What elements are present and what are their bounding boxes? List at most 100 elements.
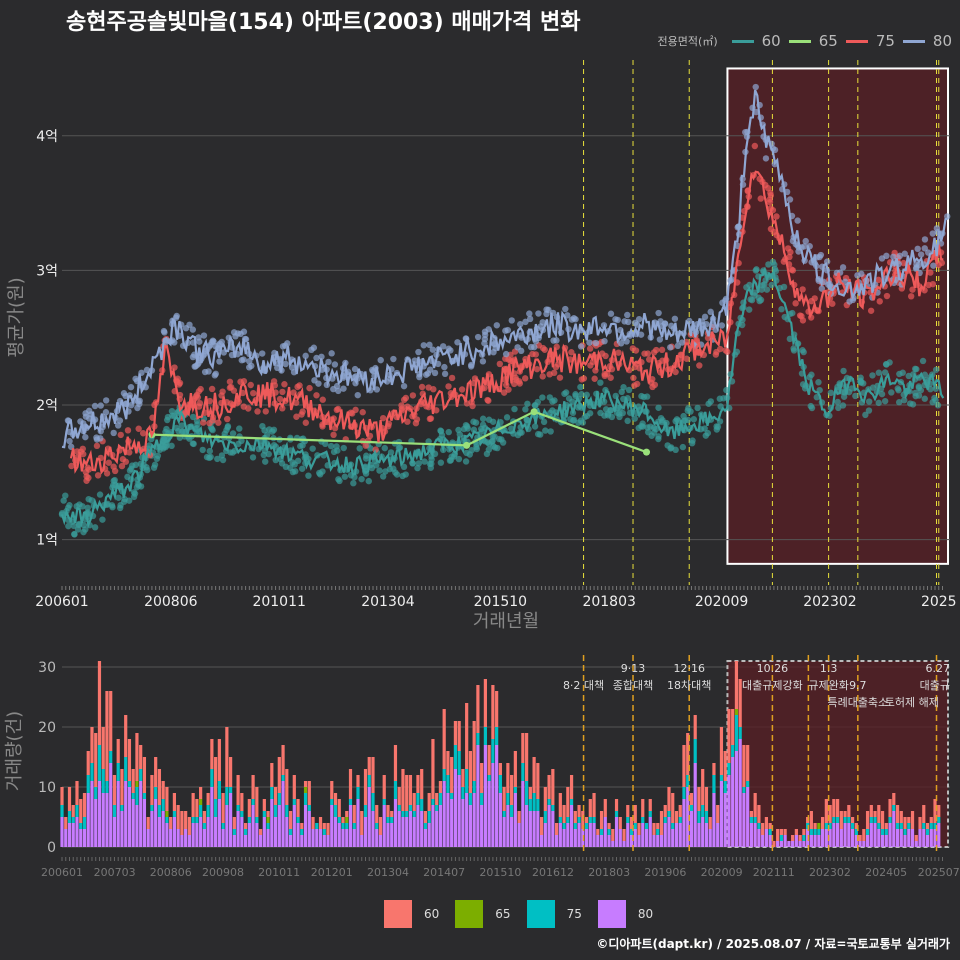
volume-bar (476, 685, 480, 733)
data-point (489, 418, 497, 425)
volume-bar (480, 793, 484, 805)
volume-bar (787, 841, 791, 847)
volume-bar (925, 835, 930, 847)
volume-bar (382, 775, 386, 799)
volume-bar (510, 817, 514, 847)
volume-bar (420, 799, 424, 811)
volume-bar (483, 679, 487, 727)
volume-bar (277, 757, 281, 793)
volume-bar (251, 775, 255, 799)
volume-bar (858, 835, 862, 841)
series-line-65 (151, 410, 647, 454)
volume-bar (169, 829, 173, 847)
volume-bar (854, 829, 858, 835)
data-point (643, 448, 651, 456)
data-point (835, 404, 842, 412)
data-point (168, 407, 176, 415)
volume-bar (910, 811, 915, 829)
volume-bar (513, 751, 517, 787)
volume-bar (142, 799, 147, 847)
data-point (114, 422, 122, 429)
volume-bar (408, 775, 413, 805)
volume-bar (191, 823, 195, 847)
volume-bar (903, 829, 907, 835)
chart-title: 송현주공솔빛마을(154) 아파트(2003) 매매가격 변화 (66, 10, 581, 35)
volume-bar (772, 841, 776, 847)
volume-bar (311, 829, 315, 847)
data-point (644, 428, 652, 436)
volume-bar (288, 811, 293, 829)
volume-bar (521, 733, 525, 763)
data-point (637, 331, 645, 338)
bar-legend-item-65: 65 (455, 900, 511, 928)
data-point (363, 452, 370, 459)
volume-bar (573, 811, 577, 823)
data-point (597, 379, 604, 386)
volume-bar (611, 841, 615, 847)
data-point (224, 415, 231, 423)
volume-bar (82, 817, 87, 829)
volume-bar (300, 829, 304, 835)
volume-bar (337, 817, 341, 823)
volume-bar (229, 787, 233, 793)
data-point (502, 350, 510, 358)
volume-bar (423, 829, 428, 847)
volume-chart: 0 10 20 30 거래량(건) 8·2 대책 9·13 종합대책 12·16 18차대책 10.… (4, 655, 960, 879)
volume-bar (491, 739, 495, 763)
data-point (766, 198, 774, 206)
volume-bar (622, 841, 626, 847)
volume-bar (360, 811, 364, 835)
volume-bar (109, 763, 113, 847)
volume-bar (457, 751, 461, 775)
data-point (115, 494, 122, 501)
volume-bar (731, 745, 735, 757)
x-tick-label: 200806 (150, 866, 192, 879)
volume-bar (903, 817, 907, 829)
volume-bar (487, 745, 491, 775)
volume-bar (712, 793, 716, 847)
volume-bar (262, 817, 266, 847)
volume-bar (723, 751, 727, 781)
data-point (780, 283, 788, 291)
volume-bar (633, 829, 637, 847)
legend-swatch (788, 39, 811, 43)
data-point (333, 382, 341, 390)
volume-bar (318, 829, 323, 847)
data-point (901, 396, 908, 404)
volume-bar (431, 805, 435, 847)
data-point (186, 321, 193, 329)
volume-bar (296, 799, 300, 817)
data-point (485, 446, 493, 453)
volume-bar (292, 799, 296, 805)
y-axis-title: 평균가(원) (6, 277, 27, 357)
volume-bar (71, 823, 75, 847)
volume-bar (210, 739, 214, 769)
volume-bar (120, 811, 124, 847)
data-point (226, 378, 234, 385)
volume-bar (375, 829, 379, 847)
data-point (178, 422, 186, 429)
volume-bar (858, 841, 862, 847)
data-point (260, 451, 268, 459)
data-point (418, 383, 426, 391)
volume-bar (667, 787, 671, 811)
volume-bar (667, 811, 671, 817)
x-tick-label: 202405 (865, 866, 907, 879)
legend-item-60: 60 (731, 32, 781, 50)
data-point (335, 387, 342, 395)
volume-bar (79, 823, 83, 829)
data-point (310, 344, 318, 351)
volume-bar (802, 841, 806, 847)
data-point (387, 449, 395, 456)
volume-bar (172, 811, 177, 817)
data-point (468, 361, 475, 369)
volume-bar (427, 793, 431, 811)
volume-bar (86, 775, 90, 793)
data-point (536, 431, 544, 438)
data-point (330, 448, 338, 456)
data-point (426, 341, 433, 349)
data-point (110, 481, 117, 489)
volume-bar (273, 787, 278, 805)
data-point (625, 386, 633, 394)
volume-bar (285, 805, 289, 817)
